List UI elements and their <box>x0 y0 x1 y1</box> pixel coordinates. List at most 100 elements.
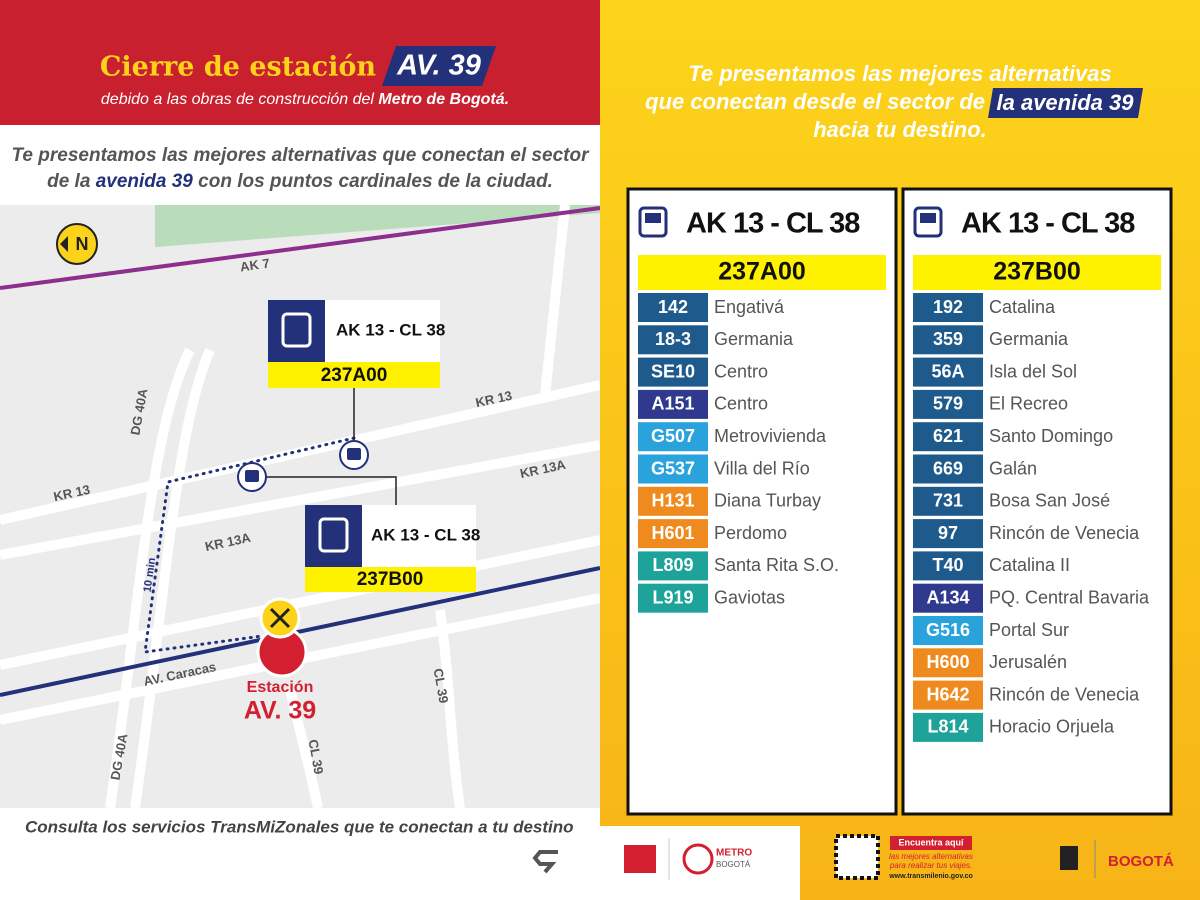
route-badge <box>913 486 983 516</box>
panel-bus-icon-window <box>920 213 936 223</box>
route-destination: Rincón de Venecia <box>989 684 1140 704</box>
callout-code-bg <box>305 567 476 592</box>
stop-name: AK 13 - CL 38 <box>336 320 445 339</box>
callout-code-bg <box>268 362 440 388</box>
stop-icon-bus <box>347 448 361 460</box>
route-code: SE10 <box>651 361 695 381</box>
panel-bus-icon <box>638 206 668 238</box>
route-badge <box>638 486 708 516</box>
footer-text: Consulta los servicios TransMiZonales qu… <box>25 817 574 836</box>
road <box>0 535 602 670</box>
callout-icon-bg <box>268 300 325 362</box>
subtitle: debido a las obras de construcción del M… <box>101 91 509 108</box>
qr-url: www.transmilenio.gov.co <box>888 873 973 880</box>
route-destination: Centro <box>714 361 768 381</box>
route-destination: Portal Sur <box>989 620 1069 640</box>
panel-code-bg <box>638 255 886 290</box>
map: N AK 7 KR 13 KR 13A KR 13 KR 13A DG 40A … <box>0 204 602 810</box>
route-badge <box>638 389 708 419</box>
intro-part: con los puntos cardinales de la ciudad. <box>198 171 553 192</box>
route-code: G507 <box>651 426 695 446</box>
route-code: 97 <box>938 523 958 543</box>
panel-bus-icon <box>913 206 943 238</box>
transmilenio-logo <box>624 845 656 873</box>
qr-text: para realizar tus viajes. <box>889 861 972 870</box>
route-code: 579 <box>933 394 963 414</box>
route-destination: Diana Turbay <box>714 491 821 511</box>
route-code: 731 <box>933 491 963 511</box>
route-code: H131 <box>651 491 694 511</box>
route-code: H601 <box>651 523 694 543</box>
route-badge <box>913 551 983 581</box>
route-destination: Germania <box>989 329 1069 349</box>
route-code: 621 <box>933 426 963 446</box>
stop-code: 237B00 <box>357 569 424 590</box>
intro-line: Te presentamos las mejores alternativas … <box>12 145 591 166</box>
route-code: A151 <box>651 394 694 414</box>
station-name: AV. 39 <box>244 697 316 725</box>
road <box>540 204 570 396</box>
panel-code: 237A00 <box>718 258 806 286</box>
route-badge <box>913 357 983 387</box>
road <box>0 440 601 560</box>
title-badge <box>382 46 496 86</box>
route-code: G516 <box>926 620 970 640</box>
route-badge <box>913 648 983 678</box>
route-code: L814 <box>927 717 968 737</box>
qr-text: las mejores alternativas <box>889 852 973 861</box>
walk-path <box>143 436 356 654</box>
route-code: L919 <box>652 587 693 607</box>
street-label: KR 13 <box>474 388 513 410</box>
right-header-line: que conectan desde el sector de <box>645 89 985 114</box>
route-badge <box>638 325 708 355</box>
caracas-line <box>0 566 601 697</box>
route-badge <box>913 325 983 355</box>
route-code: 18-3 <box>655 329 691 349</box>
route-code: 142 <box>658 297 688 317</box>
route-destination: PQ. Central Bavaria <box>989 587 1150 607</box>
route-code: 56A <box>931 361 964 381</box>
callout-icon-bg <box>305 505 362 567</box>
route-code: H642 <box>926 684 969 704</box>
route-badge <box>638 293 708 322</box>
qr-code <box>834 834 880 880</box>
route-badge <box>913 680 983 710</box>
street-label: CL 39 <box>306 738 327 775</box>
right-header-line: hacia tu destino. <box>813 117 987 142</box>
street-label: AK 7 <box>239 255 270 274</box>
metro-logo <box>682 843 714 875</box>
route-destination: Santa Rita S.O. <box>714 555 839 575</box>
title-badge-text: AV. 39 <box>396 50 481 82</box>
route-badge <box>913 519 983 549</box>
route-badge <box>638 519 708 549</box>
stop-code: 237A00 <box>321 365 388 386</box>
route-destination: Isla del Sol <box>989 361 1077 381</box>
route-badge <box>913 616 983 645</box>
route-destination: Perdomo <box>714 523 787 543</box>
compass <box>56 223 98 265</box>
route-destination: Villa del Río <box>714 458 810 478</box>
route-destination: Catalina II <box>989 555 1070 575</box>
right-header-badge-text: la avenida 39 <box>997 90 1135 115</box>
route-destination: El Recreo <box>989 394 1068 414</box>
intro-line: de la avenida 39 con los puntos cardinal… <box>47 171 553 192</box>
right-header-badge <box>988 88 1143 118</box>
route-code: 359 <box>933 329 963 349</box>
route-destination: Santo Domingo <box>989 426 1113 446</box>
route-code: 192 <box>933 297 963 317</box>
road <box>105 347 195 809</box>
route-badge <box>913 583 983 613</box>
stop-callout: AK 13 - CL 38 237A00 <box>268 300 445 388</box>
intro-bg <box>0 125 600 205</box>
connector <box>265 476 397 505</box>
panel-title: AK 13 - CL 38 <box>961 208 1135 240</box>
route-badge <box>638 422 708 452</box>
panel-title: AK 13 - CL 38 <box>686 208 860 240</box>
route-badge <box>638 357 708 387</box>
alcaldia-logo <box>1060 846 1078 870</box>
route-badge <box>913 454 983 484</box>
qr-title: Encuentra aquí <box>898 837 964 847</box>
route-code: H600 <box>926 652 969 672</box>
stop-name: AK 13 - CL 38 <box>371 525 480 544</box>
footer-bg <box>0 808 600 900</box>
